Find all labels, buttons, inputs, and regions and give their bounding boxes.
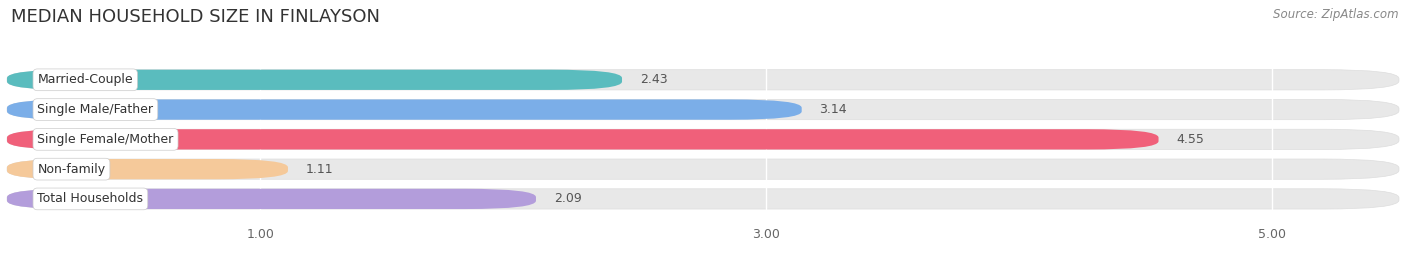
FancyBboxPatch shape <box>7 129 1399 150</box>
FancyBboxPatch shape <box>7 189 536 209</box>
Text: 1.11: 1.11 <box>305 163 333 176</box>
Text: 3.14: 3.14 <box>820 103 846 116</box>
FancyBboxPatch shape <box>7 189 1399 209</box>
FancyBboxPatch shape <box>7 99 801 120</box>
FancyBboxPatch shape <box>7 129 1159 150</box>
Text: Total Households: Total Households <box>38 192 143 205</box>
Text: Source: ZipAtlas.com: Source: ZipAtlas.com <box>1274 8 1399 21</box>
FancyBboxPatch shape <box>7 70 1399 90</box>
Text: Married-Couple: Married-Couple <box>38 73 134 86</box>
Text: MEDIAN HOUSEHOLD SIZE IN FINLAYSON: MEDIAN HOUSEHOLD SIZE IN FINLAYSON <box>11 8 380 26</box>
FancyBboxPatch shape <box>7 159 1399 179</box>
Text: Single Female/Mother: Single Female/Mother <box>38 133 174 146</box>
Text: 2.43: 2.43 <box>640 73 668 86</box>
FancyBboxPatch shape <box>7 70 621 90</box>
FancyBboxPatch shape <box>7 159 288 179</box>
Text: 2.09: 2.09 <box>554 192 582 205</box>
Text: 4.55: 4.55 <box>1177 133 1204 146</box>
FancyBboxPatch shape <box>7 99 1399 120</box>
Text: Single Male/Father: Single Male/Father <box>38 103 153 116</box>
Text: Non-family: Non-family <box>38 163 105 176</box>
